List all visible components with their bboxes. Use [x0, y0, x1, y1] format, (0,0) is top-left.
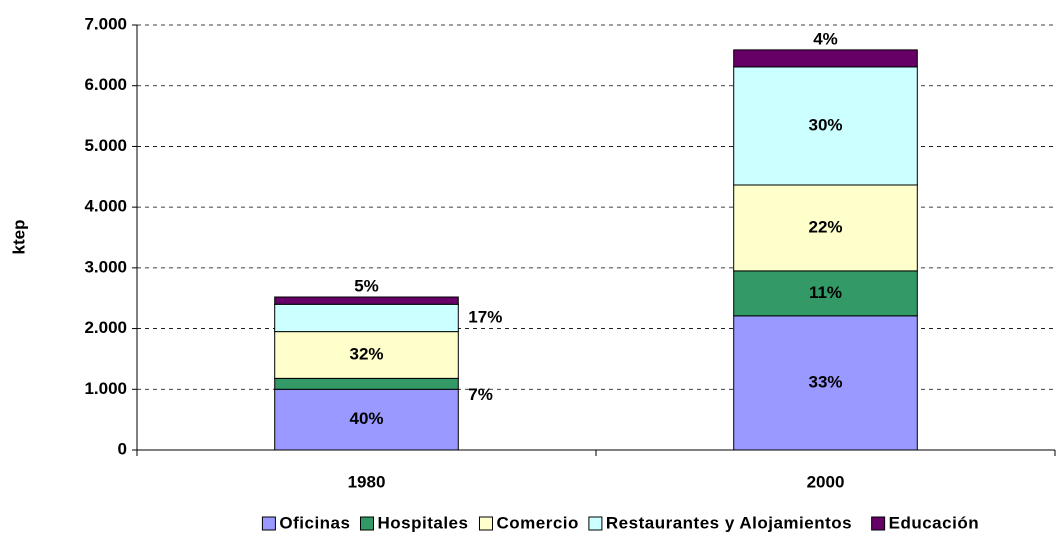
data-label: 5% [354, 276, 379, 295]
data-label: 32% [349, 344, 383, 363]
legend-label: Hospitales [377, 513, 468, 532]
x-tick-label: 2000 [807, 472, 845, 491]
bar-segment [274, 377, 459, 390]
y-tick-label: 7.000 [84, 14, 127, 33]
legend-swatch [359, 516, 374, 531]
data-label: 7% [468, 385, 493, 404]
y-tick-label: 3.000 [84, 257, 127, 276]
data-label: 30% [808, 115, 842, 134]
legend-swatch [261, 516, 276, 531]
y-tick-label: 2.000 [84, 318, 127, 337]
y-tick-label: 1.000 [84, 379, 127, 398]
legend-swatch [478, 516, 493, 531]
data-label: 17% [468, 307, 502, 326]
legend-label: Comercio [496, 513, 578, 532]
bar-segment [274, 388, 459, 451]
legend-swatch [588, 516, 603, 531]
data-label: 4% [813, 29, 838, 48]
bar-segment [733, 49, 918, 68]
bar-segment [733, 270, 918, 317]
y-tick-label: 0 [118, 439, 127, 458]
bar-segment [733, 66, 918, 186]
x-tick-label: 1980 [348, 472, 386, 491]
y-tick-label: 5.000 [84, 136, 127, 155]
y-tick-label: 6.000 [84, 75, 127, 94]
data-label: 22% [808, 217, 842, 236]
bar-segment [274, 331, 459, 379]
y-axis-title: ktep [9, 220, 28, 255]
data-label: 11% [809, 283, 842, 302]
bar-segment [274, 303, 459, 333]
legend-label: Oficinas [279, 513, 350, 532]
y-tick-label: 4.000 [84, 197, 127, 216]
bar-segment [274, 296, 459, 305]
legend-label: Restaurantes y Alojamientos [606, 513, 852, 532]
data-label: 33% [808, 372, 842, 391]
bar-segment [733, 315, 918, 451]
legend-label: Educación [889, 513, 979, 532]
legend-swatch [871, 516, 886, 531]
data-label: 40% [349, 409, 383, 428]
